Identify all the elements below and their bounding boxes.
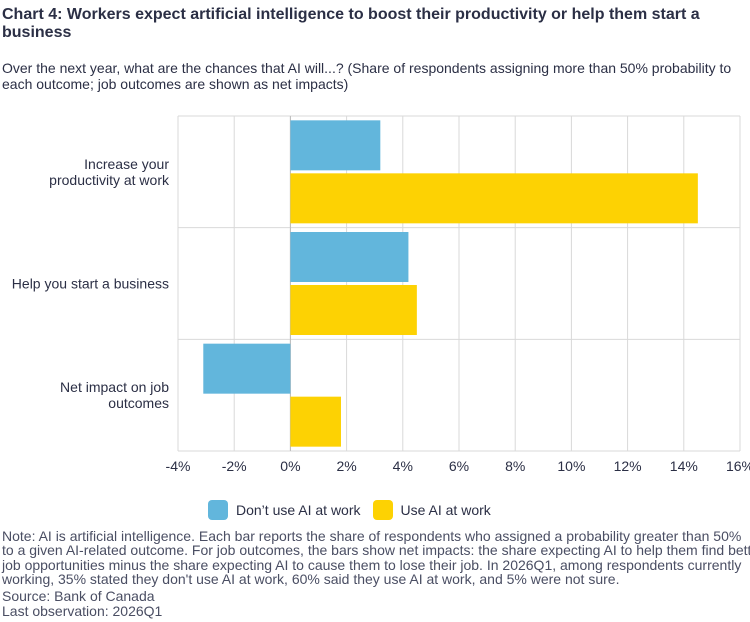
- bar-use: [290, 396, 341, 447]
- category-label: Net impact on job outcomes: [60, 379, 169, 411]
- x-tick-label: 4%: [393, 458, 413, 474]
- legend-item-dont-use: Don’t use AI at work: [208, 500, 361, 520]
- grid-lines: [177, 115, 741, 452]
- bar-chart: Increase your productivity at work Help yo…: [12, 115, 750, 474]
- legend: Don’t use AI at work Use AI at work: [208, 500, 503, 520]
- x-axis-ticks: -4% -2% 0% 2% 4% 6% 8% 10% 12% 14% 16%: [166, 458, 750, 474]
- bars: [203, 120, 698, 447]
- x-tick-label: 6%: [449, 458, 469, 474]
- chart-subtitle: Over the next year, what are the chances…: [2, 60, 732, 92]
- x-tick-label: 12%: [614, 458, 642, 474]
- bar-dont-use: [290, 232, 409, 282]
- x-tick-label: 2%: [336, 458, 356, 474]
- x-tick-label: 8%: [505, 458, 525, 474]
- bar-use: [290, 173, 698, 224]
- category-labels: Increase your productivity at work Help yo…: [12, 156, 170, 411]
- legend-label-dont-use: Don’t use AI at work: [236, 502, 361, 518]
- bar-dont-use: [203, 343, 291, 394]
- x-tick-label: -2%: [222, 458, 247, 474]
- last-observation: Last observation: 2026Q1: [2, 603, 163, 619]
- bar-dont-use: [290, 120, 381, 171]
- category-label: Increase your productivity at work: [49, 156, 170, 188]
- legend-label-use: Use AI at work: [400, 502, 491, 518]
- x-tick-label: -4%: [166, 458, 191, 474]
- chart-title: Chart 4: Workers expect artificial intel…: [2, 6, 700, 41]
- legend-swatch-dont-use: [208, 500, 228, 520]
- chart-source: Source: Bank of Canada: [2, 588, 155, 604]
- x-tick-label: 14%: [670, 458, 698, 474]
- legend-swatch-use: [372, 500, 393, 520]
- bar-use: [290, 285, 417, 335]
- x-tick-label: 16%: [726, 458, 750, 474]
- legend-item-use: Use AI at work: [372, 500, 491, 520]
- x-tick-label: 0%: [280, 458, 300, 474]
- chart-note: Note: AI is artificial intelligence. Eac…: [2, 528, 750, 587]
- category-label: Help you start a business: [12, 276, 169, 292]
- x-tick-label: 10%: [557, 458, 585, 474]
